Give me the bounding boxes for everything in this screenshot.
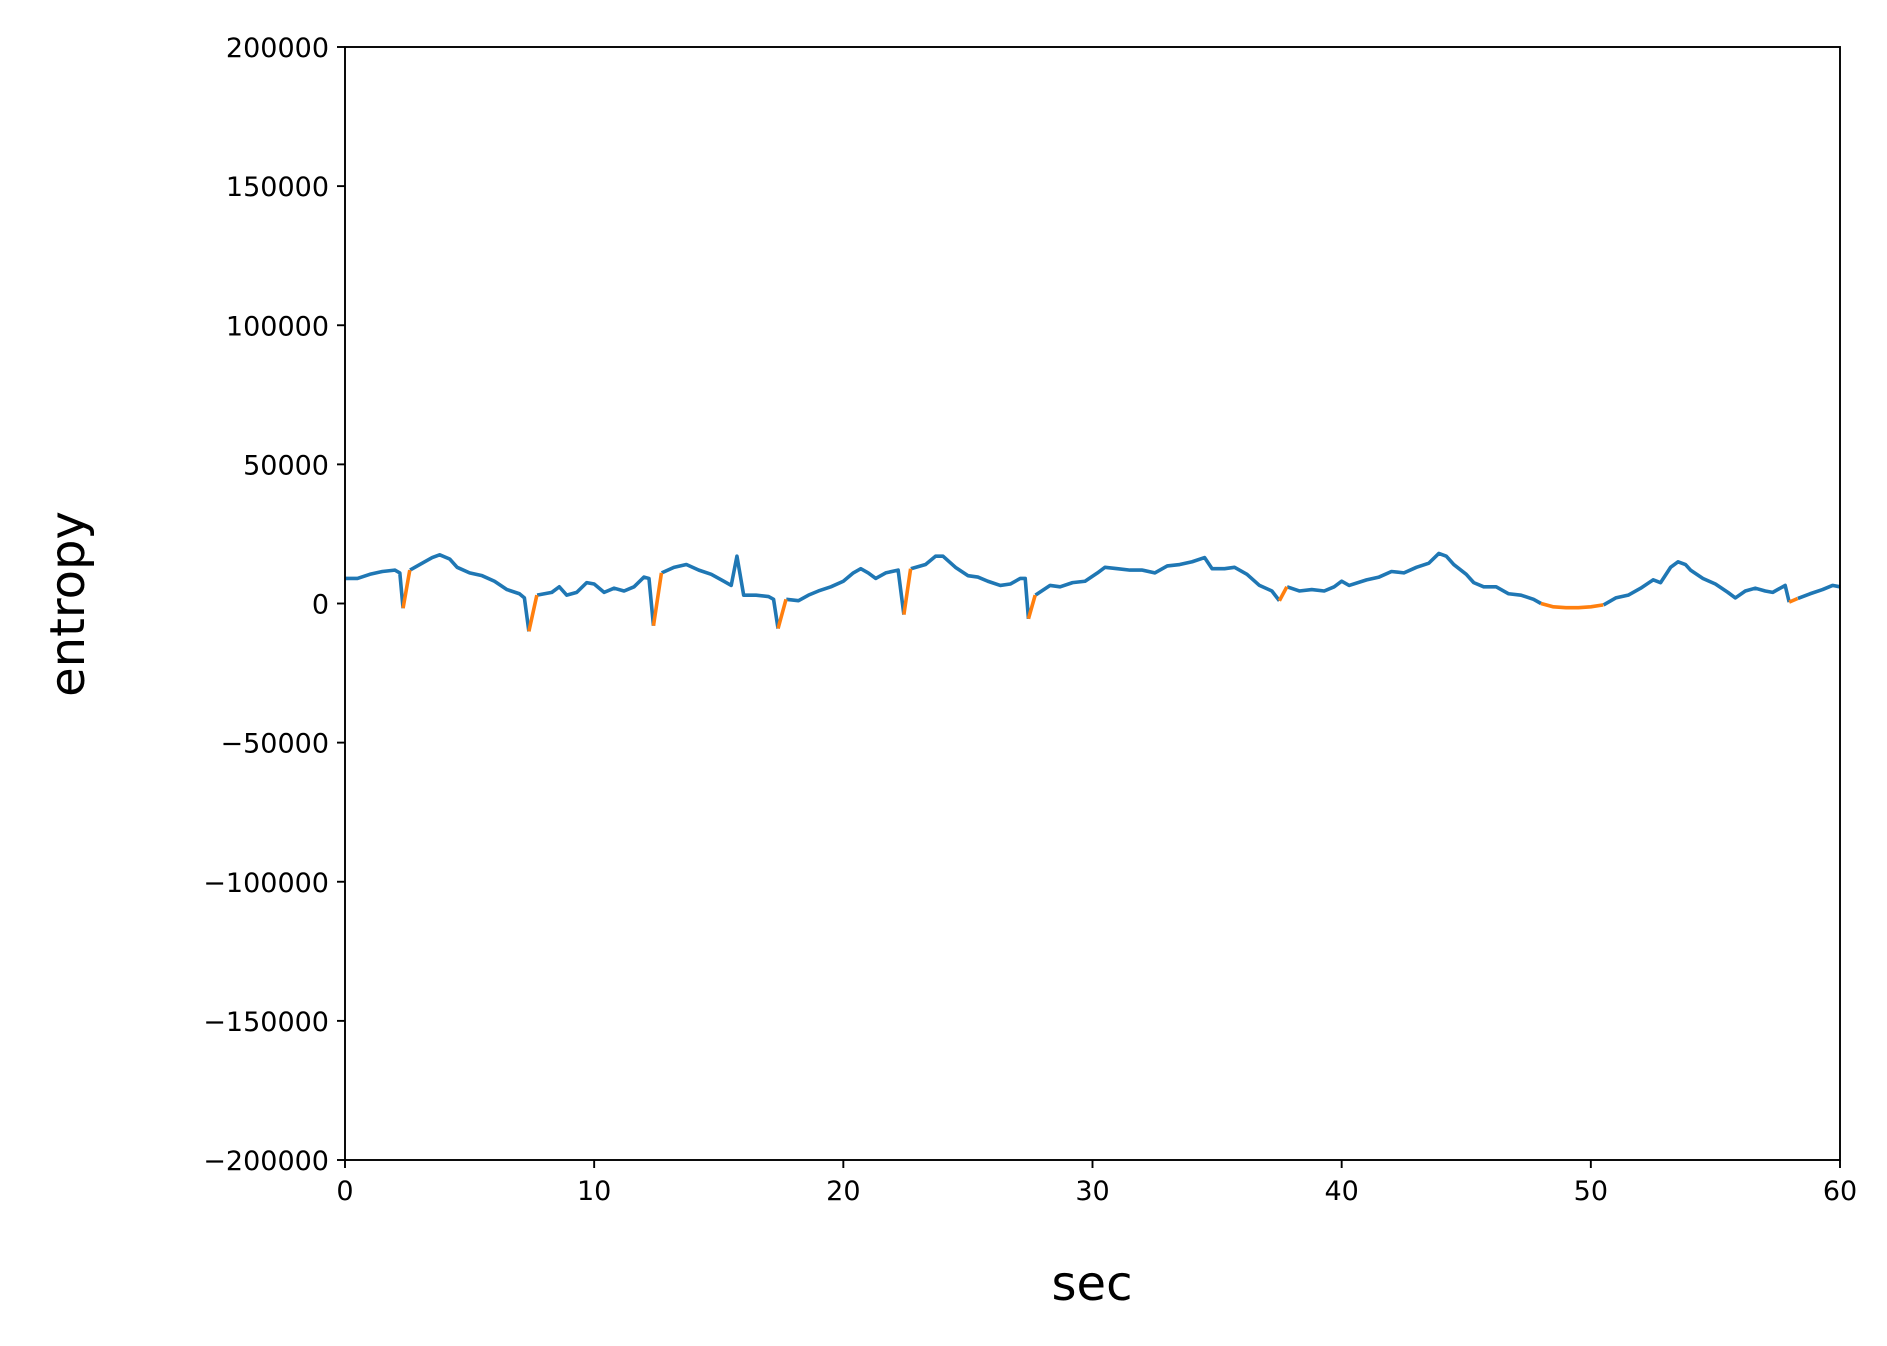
data-line [401, 568, 1799, 632]
x-tick-label: 20 [826, 1176, 860, 1207]
y-axis-label: entropy [40, 511, 96, 697]
x-tick-label: 30 [1075, 1176, 1109, 1207]
x-tick-label: 0 [336, 1176, 353, 1207]
y-tick-label: 50000 [243, 450, 329, 481]
y-tick-label: 150000 [226, 172, 329, 203]
x-tick-label: 50 [1574, 1176, 1608, 1207]
y-tick-label: −200000 [203, 1146, 329, 1177]
y-tick-label: −100000 [203, 868, 329, 899]
plot-frame [344, 46, 1841, 1161]
x-tick-label: 60 [1823, 1176, 1857, 1207]
x-axis-label: sec [1052, 1256, 1133, 1312]
data-line [345, 551, 1841, 632]
y-tick-label: −50000 [220, 729, 329, 760]
y-tick-label: 200000 [226, 33, 329, 64]
y-tick-label: 100000 [226, 311, 329, 342]
x-tick-label: 10 [577, 1176, 611, 1207]
y-tick-label: 0 [312, 590, 329, 621]
y-tick-label: −150000 [203, 1007, 329, 1038]
x-tick-label: 40 [1324, 1176, 1358, 1207]
